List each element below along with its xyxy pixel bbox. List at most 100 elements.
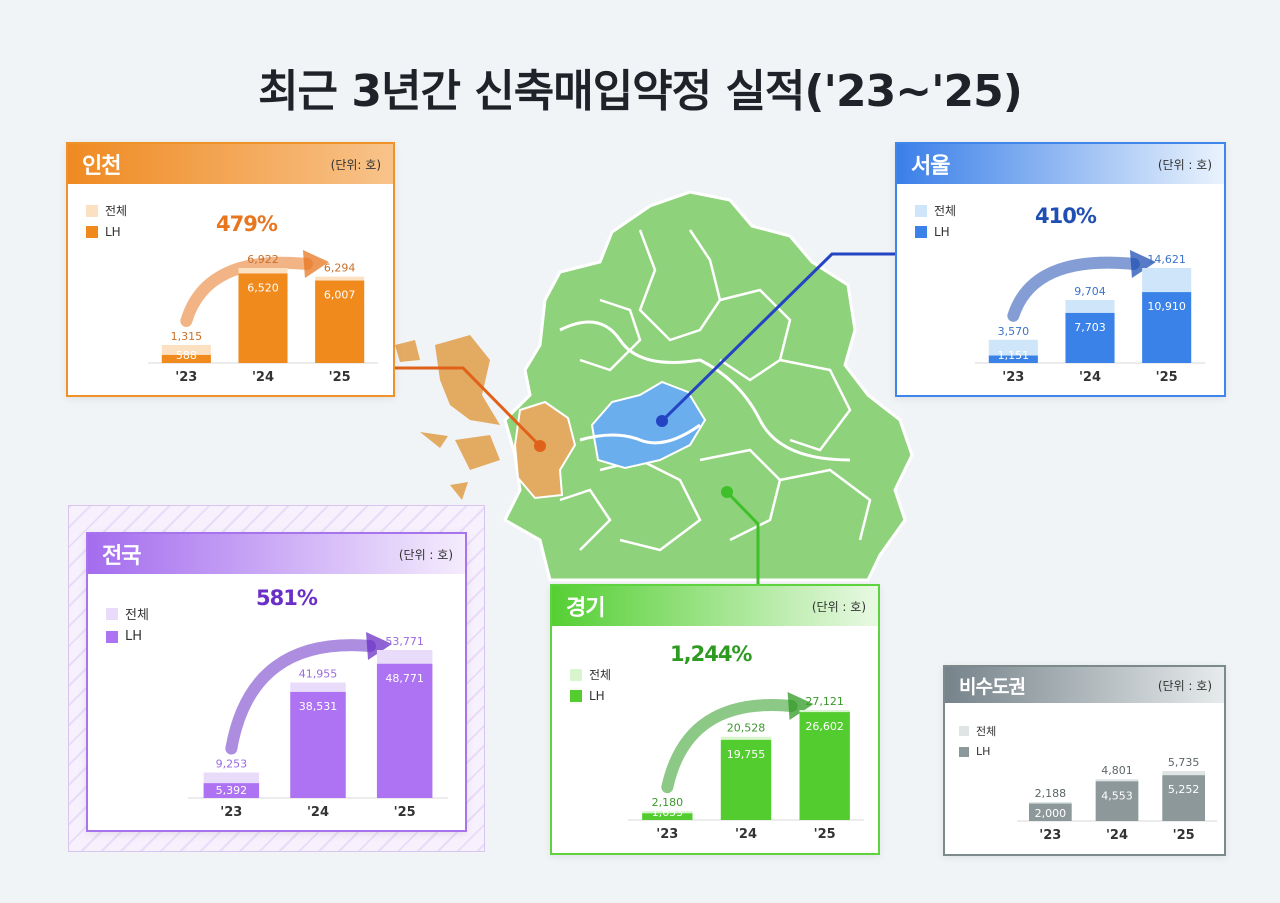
panel-title: 전국 [102, 544, 141, 569]
legend-item-total: 전체 [106, 604, 149, 623]
data-label-total: 53,771 [385, 635, 424, 648]
data-label-total: 3,570 [998, 325, 1030, 338]
growth-rate: 1,244% [670, 642, 752, 666]
x-tick-label: '24 [1106, 828, 1128, 843]
map-gyeonggi [503, 190, 914, 582]
x-tick-label: '23 [1039, 828, 1061, 843]
legend-label: 전체 [934, 204, 957, 218]
data-label-total: 14,621 [1147, 253, 1186, 266]
panel-header: 경기 (단위 : 호) [552, 586, 878, 626]
bar-chart: 1,315 588 '23 6,922 6,520 '24 6,294 6,007 '25 [148, 250, 378, 385]
data-label-total: 9,253 [216, 758, 248, 771]
data-label-lh: 26,602 [805, 720, 844, 733]
panel-header: 서울 (단위 : 호) [897, 144, 1224, 184]
bar-lh [799, 712, 850, 820]
data-label-lh: 1,151 [998, 349, 1030, 362]
x-tick-label: '23 [220, 805, 242, 820]
growth-arrow-head [302, 250, 329, 278]
map-seoul [590, 380, 707, 470]
unit-label: (단위 : 호) [1157, 678, 1212, 693]
growth-arrow [225, 639, 377, 755]
data-label-total: 20,528 [727, 722, 766, 735]
legend-item-lh: LH [106, 629, 149, 644]
bar-lh [203, 783, 260, 798]
bar-lh [290, 691, 346, 798]
legend-item-total: 전체 [86, 202, 127, 219]
x-tick-label: '25 [329, 370, 351, 385]
legend-label: LH [125, 629, 143, 644]
unit-label: (단위 : 호) [398, 547, 453, 562]
bar-lh [1095, 781, 1139, 821]
legend-label: LH [976, 745, 991, 758]
x-tick-label: '23 [1002, 370, 1024, 385]
legend-item-lh: LH [915, 225, 956, 239]
legend-item-lh: LH [959, 745, 996, 758]
bar-chart: 2,188 2,000 '23 4,801 4,553 '24 5,735 5,252 '25 [1017, 756, 1217, 843]
legend-item-total: 전체 [570, 666, 611, 683]
legend-item-total: 전체 [915, 202, 956, 219]
data-label-lh: 588 [176, 349, 197, 362]
panel-nationwide: 전국 (단위 : 호) 전체 LH 581% 9,253 5,392 '23 41,9… [86, 532, 467, 832]
unit-label: (단위 : 호) [1157, 157, 1212, 172]
bar-chart: 3,570 1,151 '23 9,704 7,703 '24 14,621 10,910 '2… [975, 250, 1205, 385]
x-tick-label: '24 [307, 805, 329, 820]
data-label-lh: 38,531 [299, 700, 338, 713]
x-tick-label: '24 [735, 827, 757, 842]
legend-label: 전체 [105, 204, 128, 218]
x-tick-label: '24 [1079, 370, 1101, 385]
panel-title: 인천 [82, 154, 121, 179]
connector-gyeonggi [725, 490, 760, 584]
data-label-total: 1,315 [171, 330, 203, 343]
growth-arrow-head [1129, 250, 1156, 278]
bar-lh [1162, 775, 1205, 821]
growth-rate: 479% [216, 212, 278, 236]
legend: 전체 LH [570, 666, 611, 709]
panel-incheon: 인천 (단위: 호) 전체 LH 479% 1,315 588 '23 6,922 6,… [66, 142, 395, 397]
growth-arrow-head [787, 692, 814, 720]
data-label-lh: 4,553 [1101, 789, 1133, 802]
unit-label: (단위: 호) [330, 157, 381, 172]
legend-label: LH [589, 689, 605, 703]
legend: 전체 LH [959, 723, 996, 764]
growth-rate: 410% [1035, 204, 1097, 228]
bar-lh [720, 739, 772, 820]
legend-label: 전체 [589, 668, 612, 682]
legend-item-total: 전체 [959, 723, 996, 739]
data-label-total: 6,294 [324, 262, 356, 275]
bar-lh [988, 355, 1038, 363]
growth-arrow [1007, 256, 1140, 322]
connector-seoul [660, 252, 895, 423]
bar-chart: 9,253 5,392 '23 41,955 38,531 '24 53,771 48,771… [188, 632, 448, 820]
legend: 전체 LH [106, 604, 149, 650]
data-label-total: 2,188 [1035, 787, 1067, 800]
bar-lh [642, 813, 693, 820]
panel-gyeonggi: 경기 (단위 : 호) 전체 LH 1,244% 2,180 1,653 '23 20… [550, 584, 880, 855]
data-label-total: 4,801 [1101, 764, 1133, 777]
connector-incheon [392, 366, 542, 448]
panel-title: 경기 [566, 596, 605, 621]
x-tick-label: '25 [1156, 370, 1178, 385]
x-tick-label: '23 [175, 370, 197, 385]
data-label-lh: 6,520 [247, 282, 279, 295]
panel-header: 전국 (단위 : 호) [88, 534, 465, 574]
x-tick-label: '25 [1173, 828, 1195, 843]
legend-label: 전체 [125, 608, 149, 623]
data-label-lh: 19,755 [727, 748, 766, 761]
x-tick-label: '24 [252, 370, 274, 385]
bar-lh [1142, 292, 1192, 363]
bar-lh [315, 280, 365, 363]
bar-lh [1065, 312, 1115, 363]
bar-lh [161, 354, 211, 363]
data-label-lh: 48,771 [385, 672, 424, 685]
data-label-total: 9,704 [1074, 285, 1106, 298]
growth-arrow [661, 699, 798, 794]
data-label-total: 6,922 [247, 253, 279, 266]
bar-lh [1029, 803, 1072, 821]
data-label-total: 41,955 [299, 668, 338, 681]
data-label-total: 27,121 [805, 695, 844, 708]
data-label-lh: 5,392 [216, 784, 248, 797]
panel-title: 비수도권 [959, 675, 1026, 698]
panel-header: 인천 (단위: 호) [68, 144, 393, 184]
